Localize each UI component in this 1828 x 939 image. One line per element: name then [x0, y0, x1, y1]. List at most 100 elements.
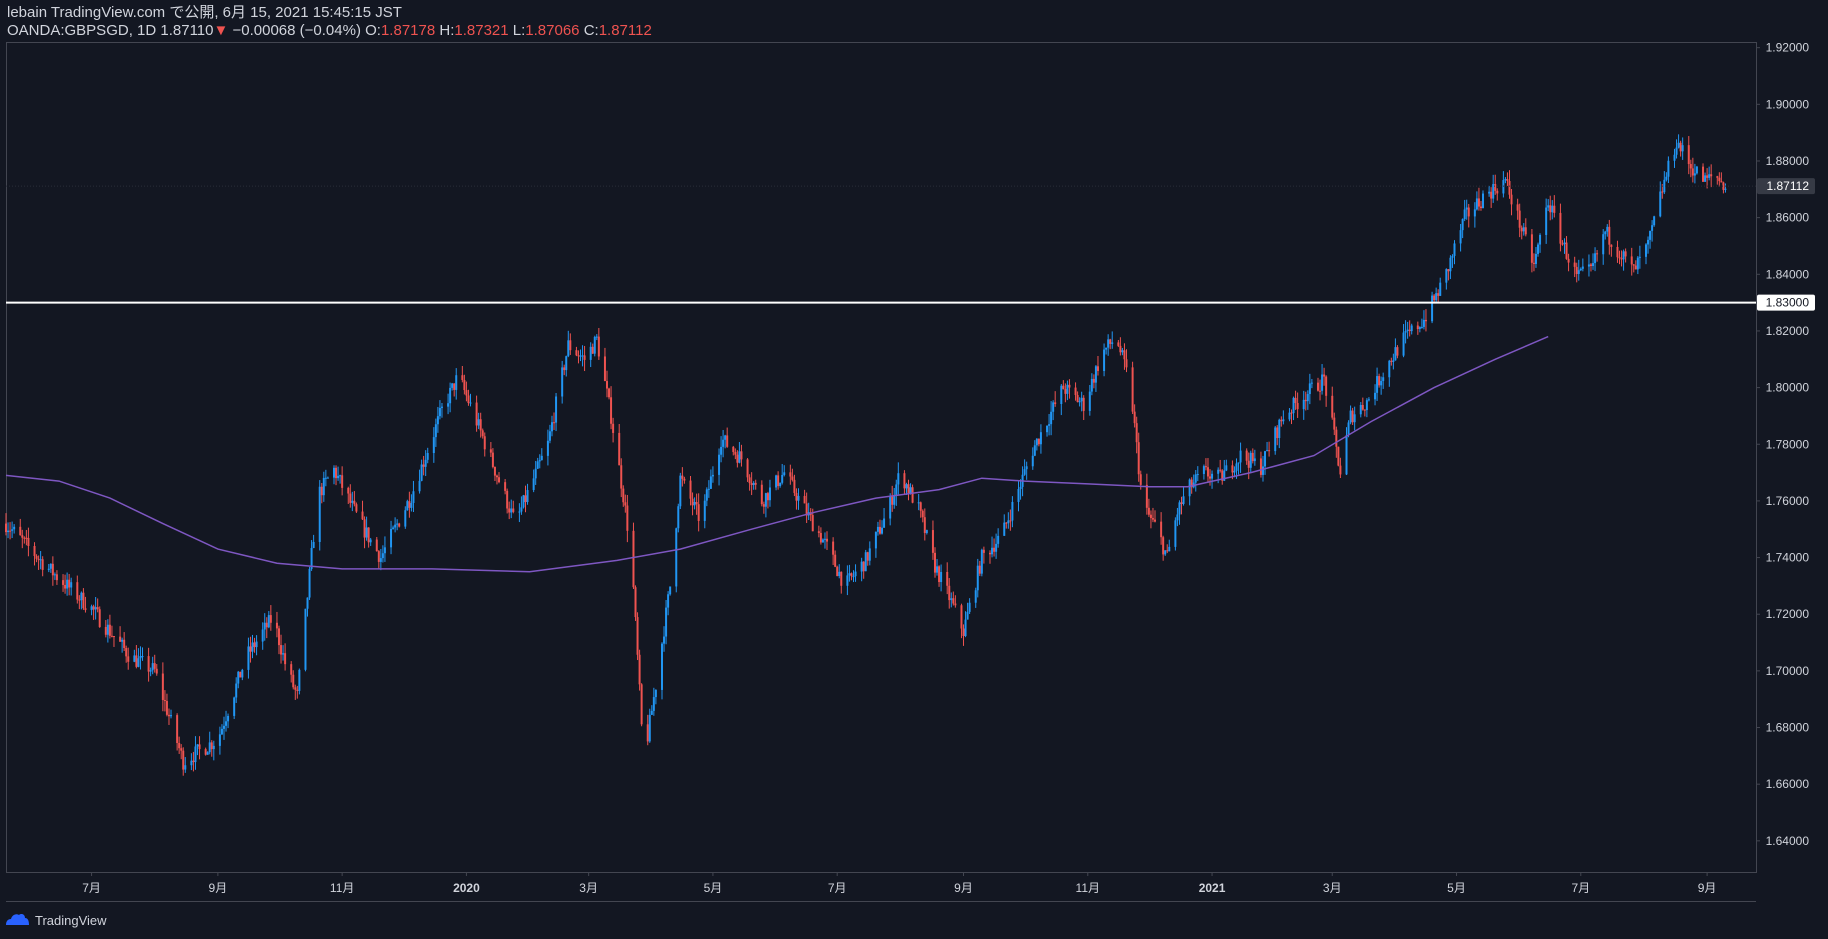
candle-body [1677, 142, 1680, 148]
candle-body [852, 576, 855, 578]
candle-body [351, 500, 354, 503]
candle-body [141, 656, 144, 658]
candle-body [1592, 263, 1595, 267]
candle-body [575, 350, 578, 356]
candle-body [665, 607, 668, 637]
candle-body [1096, 366, 1099, 371]
candle-body [432, 437, 435, 454]
close-label: C: [583, 22, 599, 39]
candle-body [1479, 206, 1482, 208]
candle-body [1039, 432, 1042, 445]
candle-body [740, 451, 743, 460]
candle-body [320, 486, 323, 496]
candle-body [475, 402, 478, 426]
candle-body [750, 483, 753, 486]
candle-body [991, 547, 994, 555]
candle-body [267, 615, 270, 628]
candle-body [1539, 234, 1542, 245]
candle-body [1695, 166, 1698, 174]
candle-body [1610, 244, 1613, 247]
symbol-name[interactable]: OANDA:GBPSGD, 1D [7, 22, 157, 39]
candle-body [383, 547, 386, 554]
candle-body [280, 645, 283, 655]
candle-body [1518, 210, 1521, 228]
footer-brand[interactable]: TradingView [4, 912, 107, 929]
candle-body [455, 375, 458, 390]
candle-body [1351, 410, 1354, 423]
publish-info: lebain TradingView.com で公開, 6月 15, 2021 … [7, 4, 402, 22]
candle-body [921, 510, 924, 518]
candle-body [1506, 179, 1509, 181]
y-tick-label: 1.72000 [1766, 607, 1810, 621]
candle-body [597, 336, 600, 357]
candle-body [595, 336, 598, 338]
candle-body [546, 440, 549, 456]
candle-body [1288, 412, 1291, 420]
candle-body [561, 367, 564, 397]
candle-body [1353, 414, 1356, 423]
candle-body [1502, 180, 1505, 194]
candle-body [874, 531, 877, 549]
moving-average-line [5, 335, 1549, 573]
candle-body [1510, 194, 1513, 205]
candle-body [108, 624, 111, 636]
candle-body [1587, 264, 1590, 267]
candle-body [233, 697, 236, 716]
candle-body [1445, 269, 1448, 283]
candle-body [1046, 425, 1049, 433]
time-axis[interactable]: 7月 9月 11月 2020 3月 5月 7月 9月 11月 2021 3月 5月 7月 9月 [82, 872, 1716, 895]
candle-body [398, 523, 401, 527]
moving-average [5, 335, 1549, 573]
candle-body [709, 476, 712, 489]
candle-body [1019, 486, 1022, 489]
candle-body [1447, 269, 1450, 272]
y-tick-label: 1.68000 [1766, 721, 1810, 735]
candle-body [418, 480, 421, 492]
candle-body [768, 487, 771, 501]
candle-body [1577, 270, 1580, 274]
candle-body [1139, 474, 1142, 485]
candle-body [1649, 230, 1652, 240]
candle-body [823, 538, 826, 540]
last-price-tag [1757, 178, 1815, 195]
candle-body [70, 582, 73, 588]
x-tick-label: 5月 [704, 881, 723, 895]
candle-body [707, 488, 710, 490]
candle-body [980, 549, 983, 574]
low-label: L: [512, 22, 526, 39]
candle-body [779, 482, 782, 486]
candle-body [465, 390, 468, 396]
candle-body [353, 500, 356, 505]
candle-body [1679, 142, 1682, 152]
candle-body [469, 402, 472, 404]
candle-body [298, 669, 301, 691]
candle-body [1710, 174, 1713, 177]
candle-body [190, 760, 193, 766]
candle-body [722, 439, 725, 447]
candle-body [461, 375, 464, 380]
candle-body [1094, 366, 1097, 383]
candle-body [241, 669, 244, 678]
price-axis[interactable]: 1.92000 1.90000 1.88000 1.86000 1.84000 1.820… [1756, 41, 1809, 848]
candle-body [324, 477, 327, 479]
candle-body [361, 511, 364, 520]
candle-body [555, 396, 558, 423]
x-tick-label: 9月 [954, 881, 973, 895]
candle-body [253, 642, 256, 648]
candle-body [41, 559, 44, 570]
candle-body [1537, 244, 1540, 254]
candle-body [227, 715, 230, 722]
candle-body [322, 477, 325, 496]
horizontal-level[interactable]: 1.83000 [6, 294, 1815, 311]
candle-body [948, 585, 951, 601]
candle-body [198, 744, 201, 750]
candle-body [1176, 514, 1179, 521]
candle-body [355, 504, 358, 512]
candle-body [220, 728, 223, 735]
candle-body [467, 395, 470, 404]
candle-body [1691, 168, 1694, 176]
candle-body [978, 565, 981, 574]
y-tick-label: 1.76000 [1766, 494, 1810, 508]
candle-body [1665, 176, 1668, 180]
